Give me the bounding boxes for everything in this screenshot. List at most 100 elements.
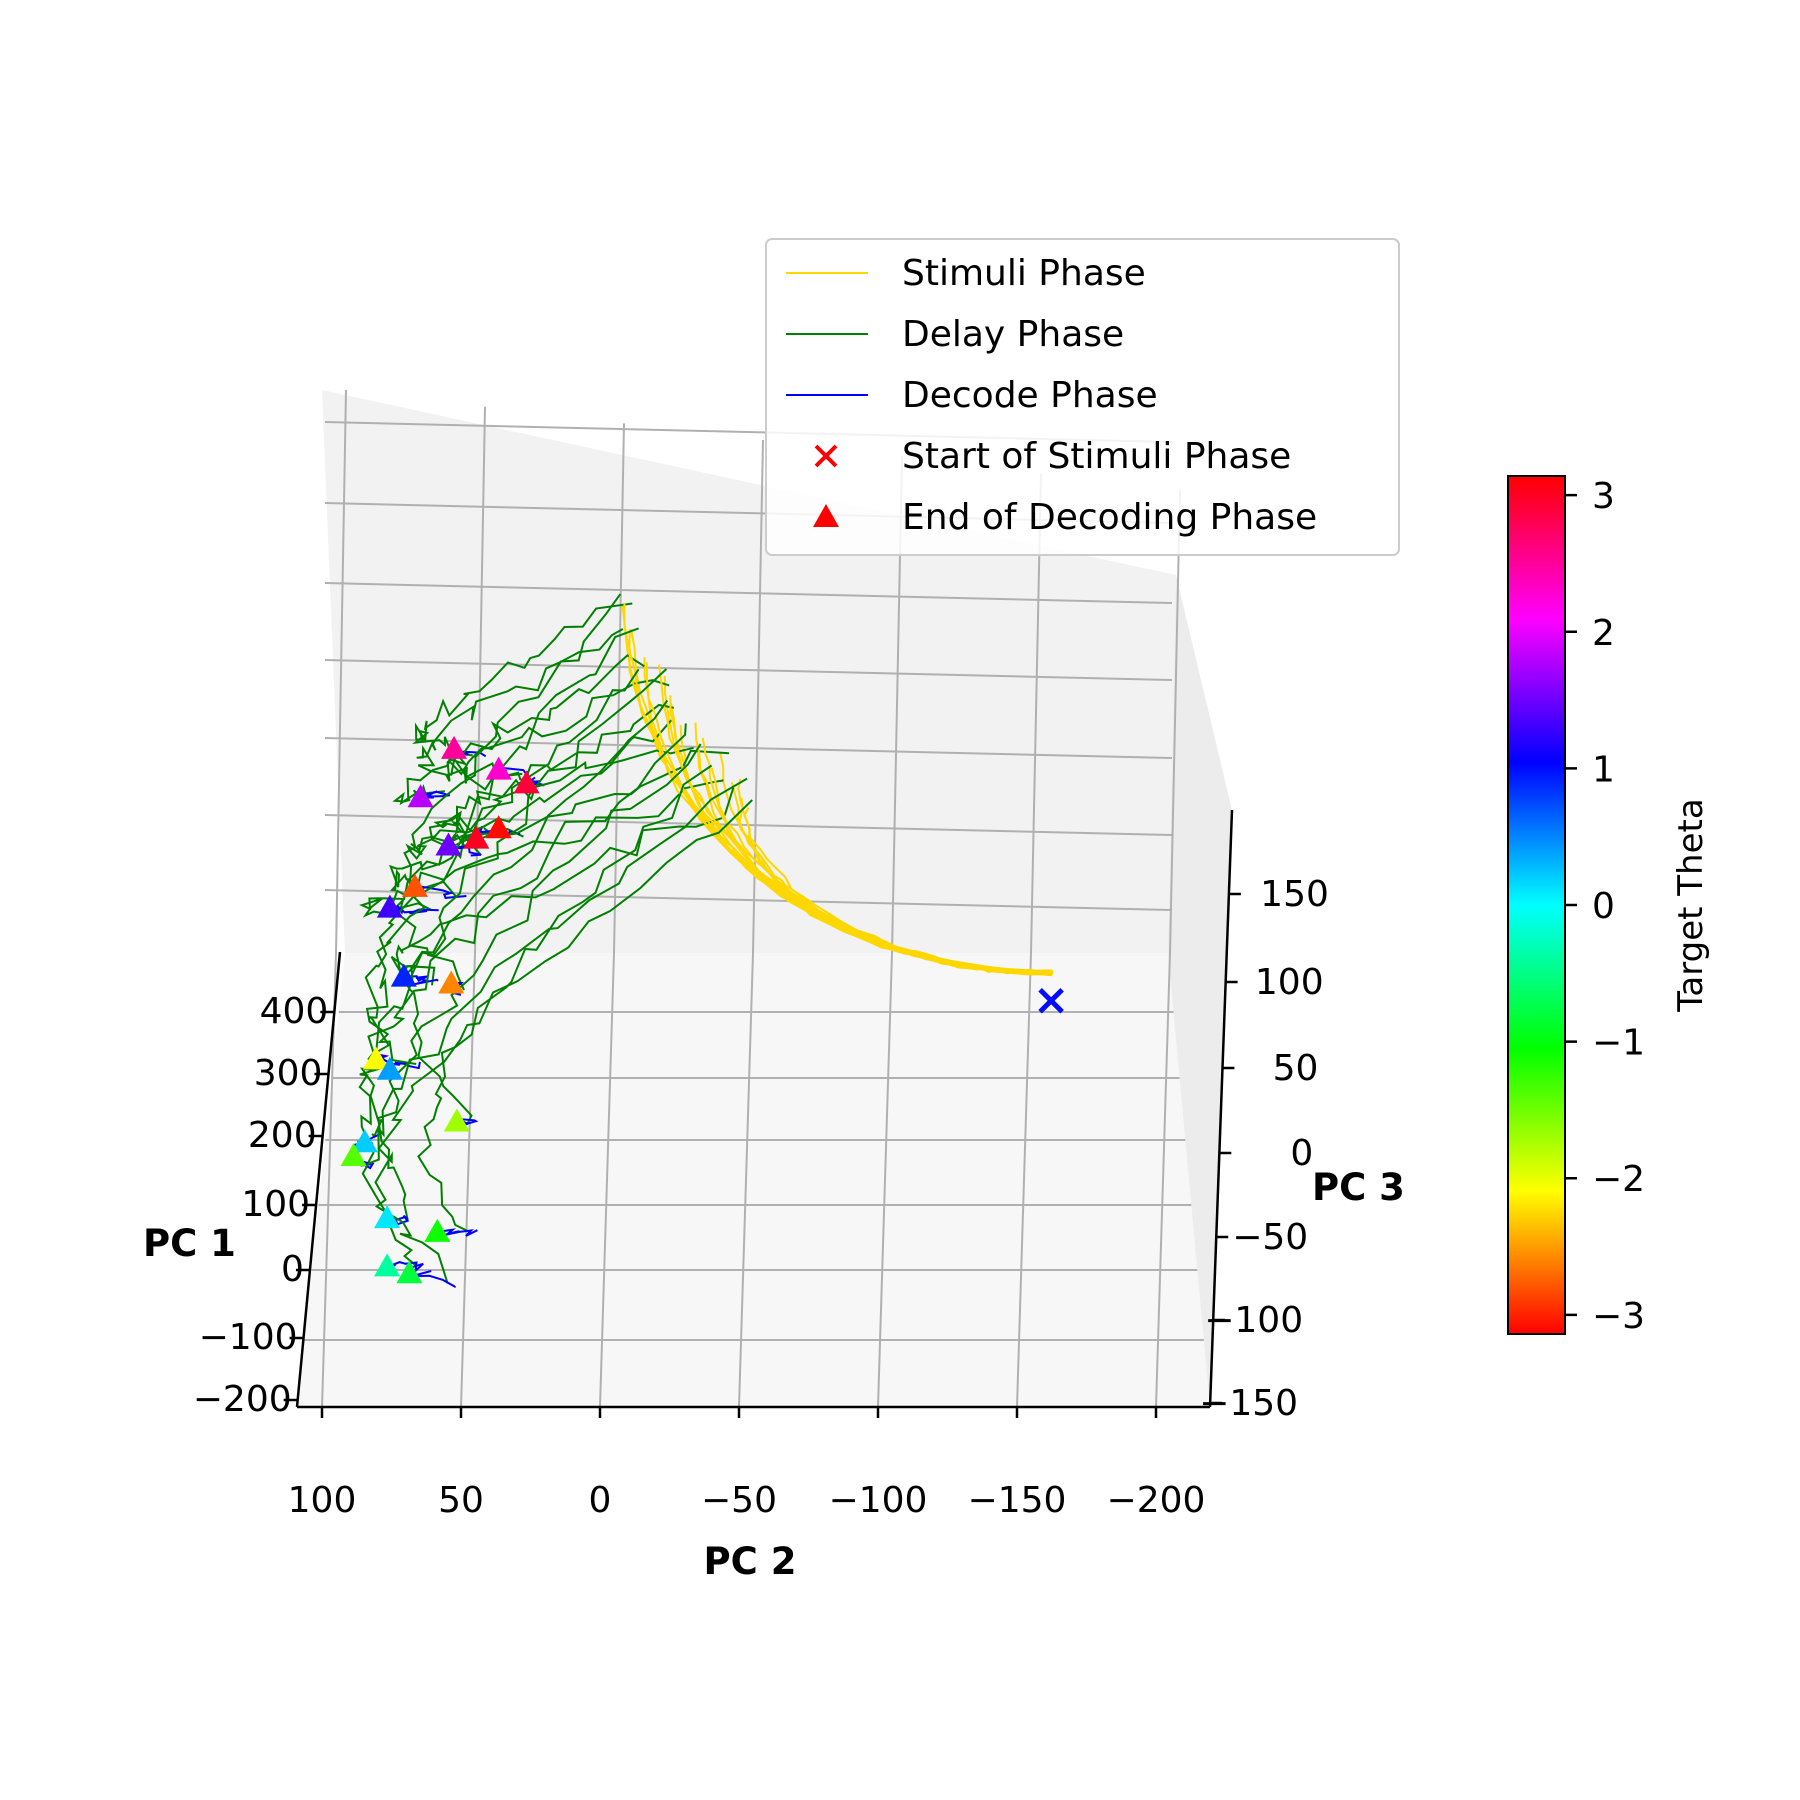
end-marker (390, 963, 417, 987)
delay-trajectory (360, 699, 669, 1139)
end-marker (407, 784, 434, 808)
legend-label: Delay Phase (902, 314, 1124, 355)
legend-label: Decode Phase (902, 375, 1158, 416)
colorbar-tick-label: −2 (1592, 1159, 1645, 1200)
z-tick-label: −50 (1232, 1217, 1308, 1258)
end-marker (374, 1205, 401, 1229)
delay-trajectory (391, 593, 622, 991)
y-tick-label: 200 (248, 1115, 317, 1156)
colorbar-tick-label: −3 (1592, 1296, 1645, 1337)
stimuli-trajectory (743, 807, 1053, 976)
x-tick-label: −150 (968, 1480, 1067, 1521)
grid-line (324, 737, 1173, 759)
y-tick-label: 100 (241, 1184, 310, 1225)
y-tick-label: 300 (254, 1053, 323, 1094)
y-tick-label: −100 (199, 1317, 298, 1358)
x-tick-label: −50 (701, 1480, 777, 1521)
floor-pane (297, 953, 1210, 1407)
end-marker (485, 756, 512, 780)
stimuli-trajectory (669, 695, 1052, 976)
side-pane (1168, 575, 1232, 1407)
decode-trajectory (403, 975, 439, 986)
x-tick-label: −100 (829, 1480, 928, 1521)
end-marker (485, 815, 512, 839)
z-axis-line (1208, 809, 1234, 1408)
delay-trajectory (389, 749, 730, 898)
end-marker (513, 770, 540, 794)
end-marker (435, 832, 462, 856)
z-tick-label: 0 (1290, 1133, 1313, 1174)
legend-entry: Delay Phase (786, 314, 1124, 355)
delay-trajectory (445, 654, 645, 791)
legend-label: Stimuli Phase (902, 253, 1146, 294)
z-tick-label: −100 (1204, 1300, 1303, 1341)
y-axis-line (295, 951, 342, 1408)
grid-line (324, 889, 1173, 911)
decode-trajectory (389, 904, 439, 915)
legend-box (765, 238, 1400, 556)
grid-line (738, 952, 754, 1408)
colorbar-tick-label: 2 (1592, 613, 1615, 654)
legend-swatch (813, 504, 839, 527)
y-tick-label: −200 (193, 1379, 292, 1420)
x-tick-label: −200 (1107, 1480, 1206, 1521)
x-tick-label: 0 (589, 1480, 612, 1521)
y-tick-label: 0 (281, 1249, 304, 1290)
end-marker (401, 873, 428, 897)
legend-entry: End of Decoding Phase (813, 497, 1317, 538)
end-marker (376, 1056, 403, 1080)
chart-axes: 100 50 0 −50 −100 −150 −200 400 300 200 100 0 −100 −2… (193, 809, 1329, 1521)
delay-trajectory (376, 743, 702, 1221)
colorbar-tick-label: 0 (1592, 886, 1615, 927)
delay-trajectory (358, 723, 687, 1165)
x-axis-label: PC 2 (704, 1540, 797, 1583)
stimuli-trajectory (710, 767, 1050, 976)
end-marker (438, 970, 465, 994)
end-marker (340, 1143, 367, 1166)
delay-trajectory (405, 668, 668, 1126)
end-marker (362, 1046, 389, 1070)
end-marker (424, 1218, 451, 1242)
end-marker (376, 894, 403, 918)
colorbar-tick-label: 3 (1592, 476, 1615, 517)
y-axis-label: PC 1 (143, 1222, 236, 1265)
x-tick-label: 50 (438, 1480, 484, 1521)
z-tick-label: 150 (1260, 874, 1329, 915)
grid-line (877, 952, 893, 1408)
legend-entry: Decode Phase (786, 375, 1158, 416)
delay-trajectory (428, 719, 673, 848)
grid-line (1155, 952, 1171, 1408)
grid-line (335, 389, 347, 954)
legend-label: End of Decoding Phase (902, 497, 1317, 538)
grid-line (1016, 952, 1032, 1408)
grid-line (1169, 490, 1181, 954)
legend-swatch (814, 444, 838, 468)
x-tick-label: 100 (288, 1480, 357, 1521)
end-marker (443, 1108, 470, 1132)
z-tick-label: 100 (1255, 962, 1324, 1003)
delay-trajectory (412, 602, 633, 757)
grid-line (324, 582, 1173, 604)
end-marker (463, 825, 490, 849)
end-marker (351, 1129, 378, 1153)
colorbar-tick-label: −1 (1592, 1023, 1645, 1064)
y-tick-label: 400 (260, 991, 329, 1032)
end-marker (374, 1253, 401, 1277)
z-tick-label: 50 (1273, 1048, 1319, 1089)
legend-label: Start of Stimuli Phase (902, 436, 1291, 477)
z-tick-label: −150 (1199, 1383, 1298, 1424)
legend-entry: Stimuli Phase (786, 253, 1146, 294)
delay-trajectory (365, 668, 640, 1065)
trajectory-markers (340, 735, 1064, 1284)
end-marker (396, 1260, 423, 1284)
end-marker (441, 735, 468, 759)
grid-line (613, 423, 625, 954)
grid-line (324, 659, 1173, 681)
grid-line (599, 952, 615, 1408)
colorbar-label: Target Theta (1671, 798, 1711, 1012)
colorbar: 3 2 1 0 −1 −2 −3 Target Theta (1507, 475, 1711, 1337)
colorbar-tick-label: 1 (1592, 749, 1615, 790)
colorbar-gradient (1507, 475, 1566, 1335)
legend-entry: Start of Stimuli Phase (814, 436, 1291, 477)
